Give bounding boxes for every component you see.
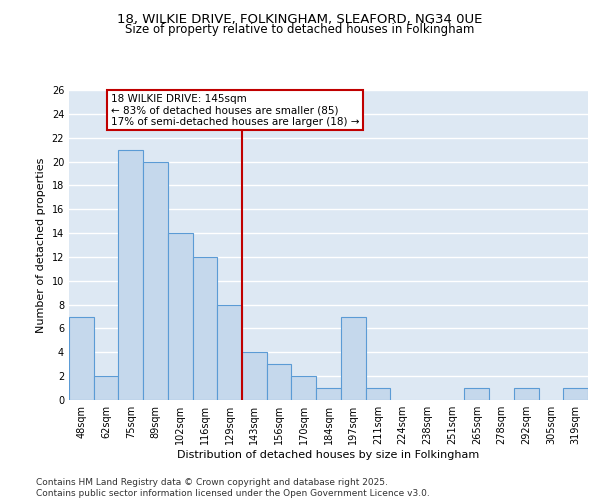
Bar (193, 257, 217, 400)
Bar (118, 150, 143, 400)
Bar (341, 316, 365, 400)
Bar (316, 388, 341, 400)
Bar (292, 376, 316, 400)
X-axis label: Distribution of detached houses by size in Folkingham: Distribution of detached houses by size … (178, 450, 479, 460)
Text: 18, WILKIE DRIVE, FOLKINGHAM, SLEAFORD, NG34 0UE: 18, WILKIE DRIVE, FOLKINGHAM, SLEAFORD, … (118, 12, 482, 26)
Bar (242, 352, 267, 400)
Bar (217, 304, 242, 400)
Bar (69, 316, 94, 400)
Text: Size of property relative to detached houses in Folkingham: Size of property relative to detached ho… (125, 22, 475, 36)
Bar (563, 388, 588, 400)
Bar (464, 388, 489, 400)
Bar (143, 162, 168, 400)
Text: 18 WILKIE DRIVE: 145sqm
← 83% of detached houses are smaller (85)
17% of semi-de: 18 WILKIE DRIVE: 145sqm ← 83% of detache… (111, 94, 359, 127)
Bar (267, 364, 292, 400)
Text: Contains HM Land Registry data © Crown copyright and database right 2025.
Contai: Contains HM Land Registry data © Crown c… (36, 478, 430, 498)
Y-axis label: Number of detached properties: Number of detached properties (36, 158, 46, 332)
Bar (365, 388, 390, 400)
Bar (94, 376, 118, 400)
Bar (168, 233, 193, 400)
Bar (514, 388, 539, 400)
